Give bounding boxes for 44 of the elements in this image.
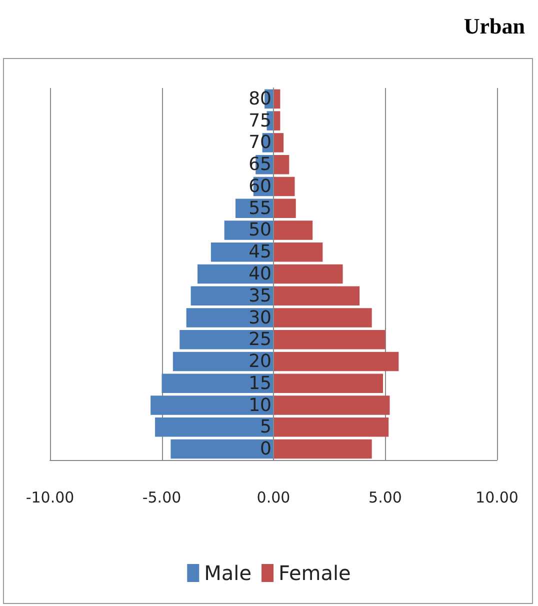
bar xyxy=(274,264,343,284)
y-tick-label: 10 xyxy=(248,394,272,416)
legend-label: Male xyxy=(204,561,252,585)
bar xyxy=(186,308,274,328)
bar xyxy=(162,374,274,394)
y-tick-label: 40 xyxy=(248,264,272,284)
bar xyxy=(170,439,274,459)
bar xyxy=(274,111,280,130)
bar xyxy=(172,352,274,372)
bar xyxy=(274,133,284,152)
y-tick-label: 5 xyxy=(260,416,272,438)
y-tick-label: 15 xyxy=(248,372,272,394)
bar xyxy=(274,418,389,437)
bar xyxy=(274,374,384,394)
y-tick-label: 20 xyxy=(248,351,272,372)
y-tick-label: 55 xyxy=(248,198,272,219)
y-tick-label: 45 xyxy=(248,242,272,263)
x-tick-label: -5.00 xyxy=(142,488,182,506)
bar xyxy=(274,176,295,196)
y-tick-label: 30 xyxy=(248,307,272,328)
y-tick-label: 50 xyxy=(248,220,272,241)
bar xyxy=(274,286,360,306)
x-tick-label: 10.00 xyxy=(476,488,518,506)
x-tick-label: 5.00 xyxy=(368,488,402,506)
bar xyxy=(274,220,313,240)
bar xyxy=(274,439,372,459)
y-tick-label: 35 xyxy=(248,285,272,306)
bar xyxy=(274,242,323,262)
x-tick-label: 0.00 xyxy=(256,488,290,506)
legend-label: Female xyxy=(278,561,351,585)
y-tick-label: 25 xyxy=(248,329,272,350)
y-tick-label: 0 xyxy=(260,438,272,460)
bar xyxy=(274,308,372,328)
x-tick-label: -10.00 xyxy=(26,488,74,506)
bar xyxy=(150,396,274,415)
bar xyxy=(155,418,274,437)
bar xyxy=(274,154,290,174)
bar xyxy=(274,198,296,218)
bar xyxy=(274,396,390,415)
chart-title: Urban xyxy=(464,14,525,38)
bar xyxy=(180,330,274,350)
bar xyxy=(190,286,274,306)
bar xyxy=(274,352,399,372)
bar xyxy=(274,330,386,350)
